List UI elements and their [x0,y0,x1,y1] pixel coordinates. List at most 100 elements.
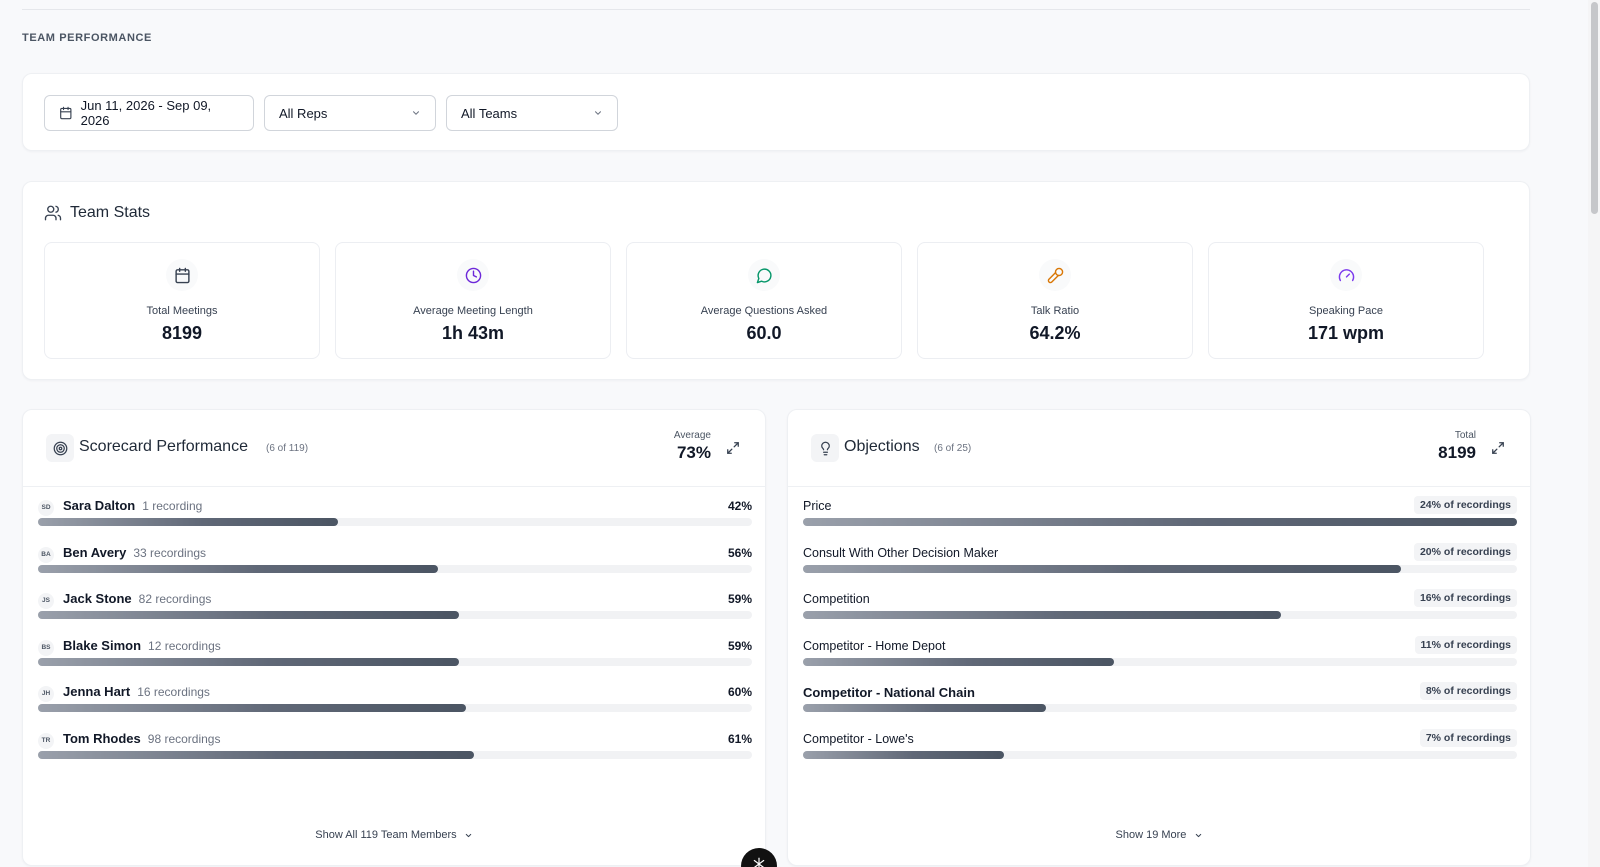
scorecard-row[interactable]: SD Sara Dalton 1 recording 42% [38,496,752,536]
objection-row[interactable]: Price 24% of recordings [803,496,1517,536]
score-bar-fill [38,518,338,526]
scorecard-row[interactable]: BA Ben Avery 33 recordings 56% [38,543,752,583]
section-title: TEAM PERFORMANCE [22,32,152,44]
objections-title: Objections [844,438,920,455]
score-bar-track [38,750,752,759]
stat-icon-wrap [457,259,489,291]
clock-icon [465,267,481,283]
lightbulb-icon [820,441,830,455]
reps-select-label: All Reps [279,105,328,121]
reps-select[interactable]: All Reps [264,95,436,131]
objection-row[interactable]: Competitor - National Chain 8% of recordi… [803,682,1517,722]
stat-average-questions-asked: Average Questions Asked 60.0 [626,242,902,359]
stat-value: 64.2% [1029,323,1081,343]
score-bar-track [38,518,752,526]
average-label: Average [673,430,711,441]
microphone-icon [1047,267,1063,283]
score-bar-fill [38,657,460,666]
rep-name: Sara Dalton 1 recording [63,498,202,513]
show-all-team-members-button[interactable]: Show All 119 Team Members [23,829,765,841]
scorecard-row[interactable]: BS Blake Simon 12 recordings 59% [38,636,752,676]
stat-value: 1h 43m [441,323,505,343]
objection-badge: 20% of recordings [1413,542,1517,561]
show-more-label: Show 19 More [1115,829,1187,841]
chevron-down-icon [465,833,471,837]
objections-total: Total 8199 [1438,430,1476,463]
scorecard-row[interactable]: TR Tom Rhodes 98 recordings 61% [38,729,752,769]
objection-row[interactable]: Competitor - Home Depot 11% of recordings [803,635,1517,676]
chat-icon [756,267,772,283]
scorecard-title: Scorecard Performance [79,438,248,455]
stat-icon-wrap [1330,259,1362,291]
total-value: 8199 [1438,443,1476,462]
teams-select-label: All Teams [461,105,518,121]
objection-row[interactable]: Competitor - Lowe's 7% of recordings [803,728,1517,769]
objection-row[interactable]: Competition 16% of recordings [803,589,1517,629]
vertical-scrollbar[interactable] [1588,0,1600,867]
score-bar-fill [38,704,467,712]
expand-icon[interactable] [726,441,740,455]
stat-average-meeting-length: Average Meeting Length 1h 43m [335,242,611,359]
rep-name-text: Blake Simon [63,637,142,653]
chevron-down-icon [594,111,602,115]
stat-icon-wrap [166,259,198,291]
objection-name: Competitor - National Chain [803,685,975,700]
scorecard-row[interactable]: JS Jack Stone 82 recordings 59% [38,589,752,629]
assistant-icon [753,857,765,867]
stat-speaking-pace: Speaking Pace 171 wpm [1208,242,1484,359]
rep-name: Ben Avery 33 recordings [63,545,206,560]
date-range-label: Jun 11, 2026 - Sep 09, 2026 [80,98,212,128]
objection-bar-fill [803,564,1401,573]
stat-icon-wrap [1039,259,1071,291]
scorecard-header: Scorecard Performance (6 of 119) Average… [23,410,765,487]
score-bar-track [38,564,752,573]
average-value: 73% [676,443,711,462]
scorecard-average: Average 73% [674,430,711,463]
avatar: TR [38,732,54,749]
recording-count: 1 recording [142,499,203,513]
recording-count: 98 recordings [147,731,221,746]
objection-bar-track [803,518,1517,526]
objection-bar-track [803,564,1517,573]
chevron-down-icon [1195,833,1201,837]
lightbulb-icon-wrap [811,434,839,462]
expand-icon[interactable] [1491,441,1505,455]
scorecard-performance-card: Scorecard Performance (6 of 119) Average… [22,409,766,866]
scrollbar-thumb[interactable] [1591,2,1598,214]
calendar-icon [60,106,72,120]
objection-bar-fill [803,704,1046,712]
score-percent: 42% [727,499,752,513]
stat-label: Average Meeting Length [413,305,533,317]
scorecard-row[interactable]: JH Jenna Hart 16 recordings 60% [38,682,752,722]
avatar: BS [38,639,54,656]
objection-row[interactable]: Consult With Other Decision Maker 20% of … [803,542,1517,583]
users-icon [44,205,62,221]
date-range-picker[interactable]: Jun 11, 2026 - Sep 09, 2026 [44,95,254,131]
rep-name-text: Jack Stone [63,591,132,606]
avatar: JH [38,686,54,702]
objections-count: (6 of 25) [934,443,972,454]
rep-name-text: Tom Rhodes [63,730,141,746]
recording-count: 16 recordings [137,685,210,699]
stat-value: 171 wpm [1307,323,1385,343]
score-bar-track [38,611,752,619]
rep-name-text: Sara Dalton [63,498,136,513]
score-percent: 60% [727,685,752,699]
objection-name: Price [803,499,832,513]
avatar: JS [38,593,54,609]
objection-badge: 8% of recordings [1419,682,1517,700]
stat-label: Talk Ratio [1030,305,1080,317]
score-bar-track [38,704,752,712]
objection-bar-track [803,611,1517,619]
teams-select[interactable]: All Teams [446,95,618,131]
rep-name: Jenna Hart 16 recordings [63,684,210,699]
objection-name: Competitor - Lowe's [803,731,914,746]
objection-name: Competition [803,592,870,606]
objection-name: Competitor - Home Depot [803,638,946,653]
objection-bar-track [803,704,1517,712]
show-all-label: Show All 119 Team Members [315,829,457,841]
objections-header: Objections (6 of 25) Total 8199 [788,410,1530,487]
show-more-objections-button[interactable]: Show 19 More [788,829,1530,841]
assistant-fab-button[interactable] [741,848,777,867]
objection-badge: 24% of recordings [1413,496,1517,514]
